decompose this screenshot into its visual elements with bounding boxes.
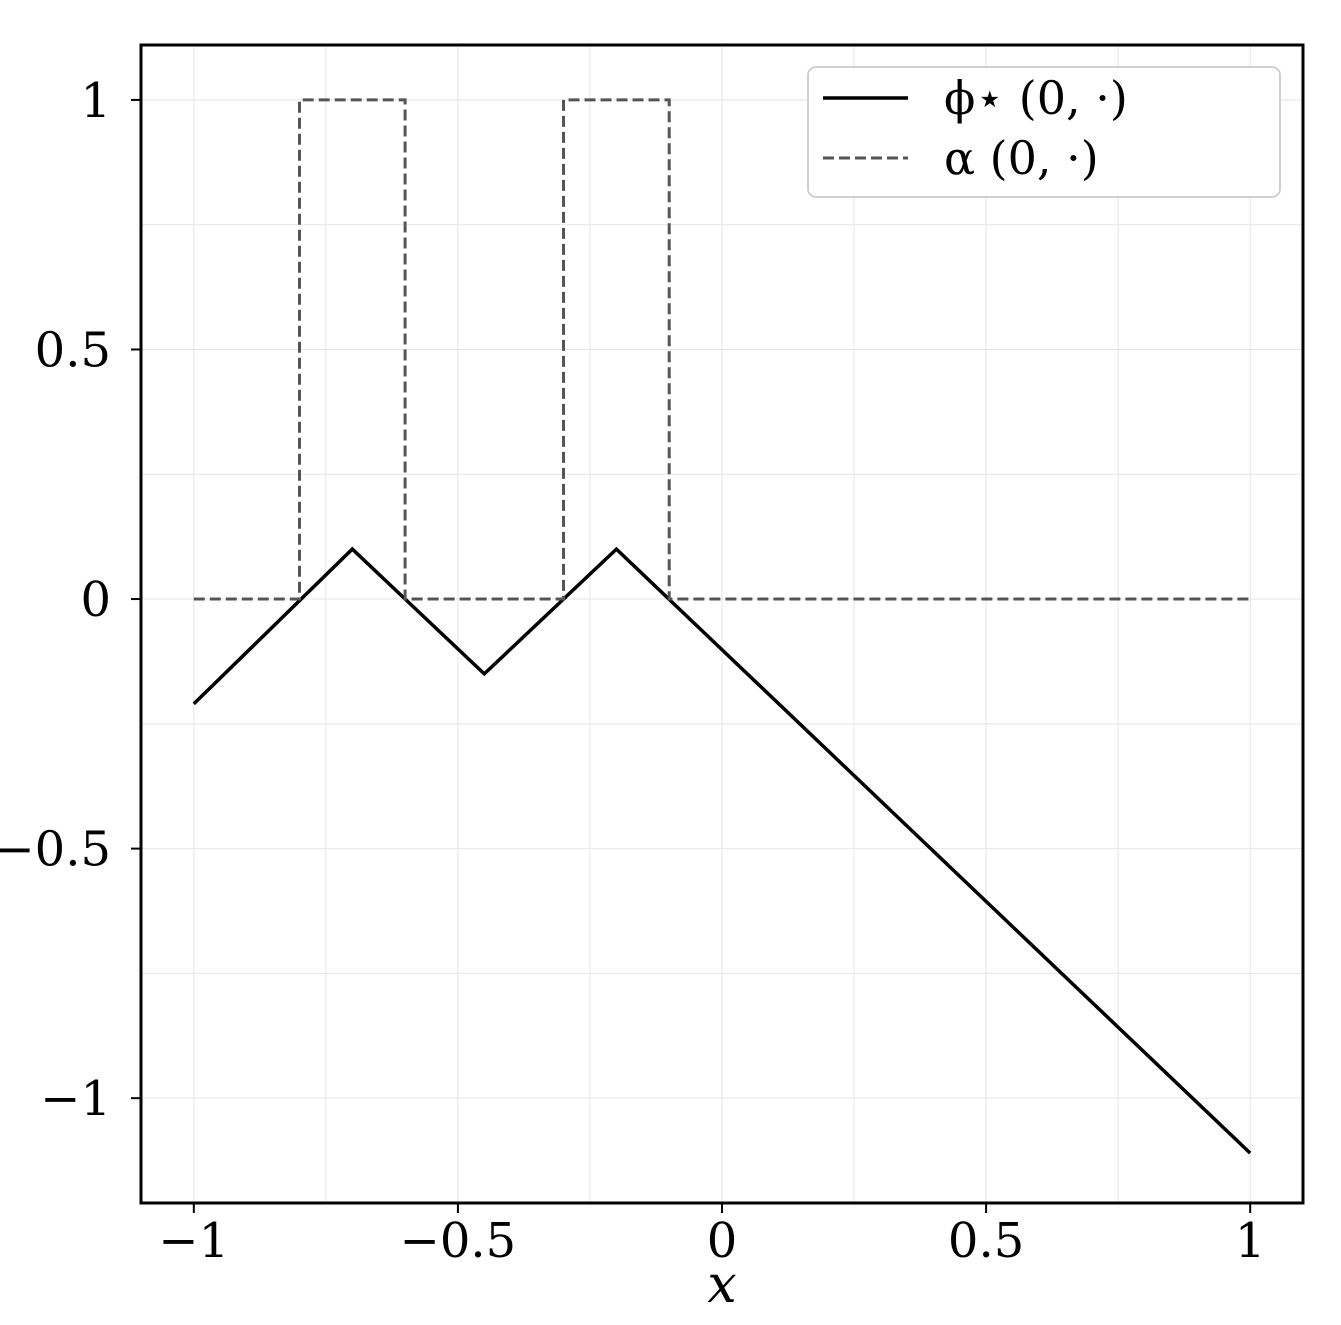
series-group bbox=[192, 98, 1252, 1155]
x-axis-label: x bbox=[707, 1255, 736, 1315]
legend-box bbox=[807, 66, 1281, 198]
y-tick-label: −0.5 bbox=[0, 822, 111, 878]
series-phi-line bbox=[192, 546, 1252, 1155]
x-tick-label: 0.5 bbox=[948, 1213, 1024, 1269]
series-alpha-line bbox=[193, 98, 1251, 601]
y-tick-label: 0.5 bbox=[35, 322, 111, 378]
grid bbox=[141, 45, 1303, 1203]
x-tick-label: −1 bbox=[158, 1213, 229, 1269]
x-tick-label: 1 bbox=[1235, 1213, 1266, 1269]
y-tick-label: −1 bbox=[40, 1071, 111, 1127]
x-tick-label: 0 bbox=[707, 1213, 738, 1269]
x-tick-label: −0.5 bbox=[400, 1213, 517, 1269]
ticks: −1 −0.5 0 0.5 1 −1 −0.5 0 0.5 1 bbox=[0, 73, 1265, 1269]
legend-label: ϕ⋆ (0, ·) bbox=[944, 71, 1128, 125]
y-tick-label: 1 bbox=[80, 73, 111, 129]
y-tick-label: 0 bbox=[80, 572, 111, 628]
legend-label: α (0, ·) bbox=[944, 131, 1099, 185]
legend: ϕ⋆ (0, ·) α (0, ·) bbox=[807, 66, 1281, 198]
